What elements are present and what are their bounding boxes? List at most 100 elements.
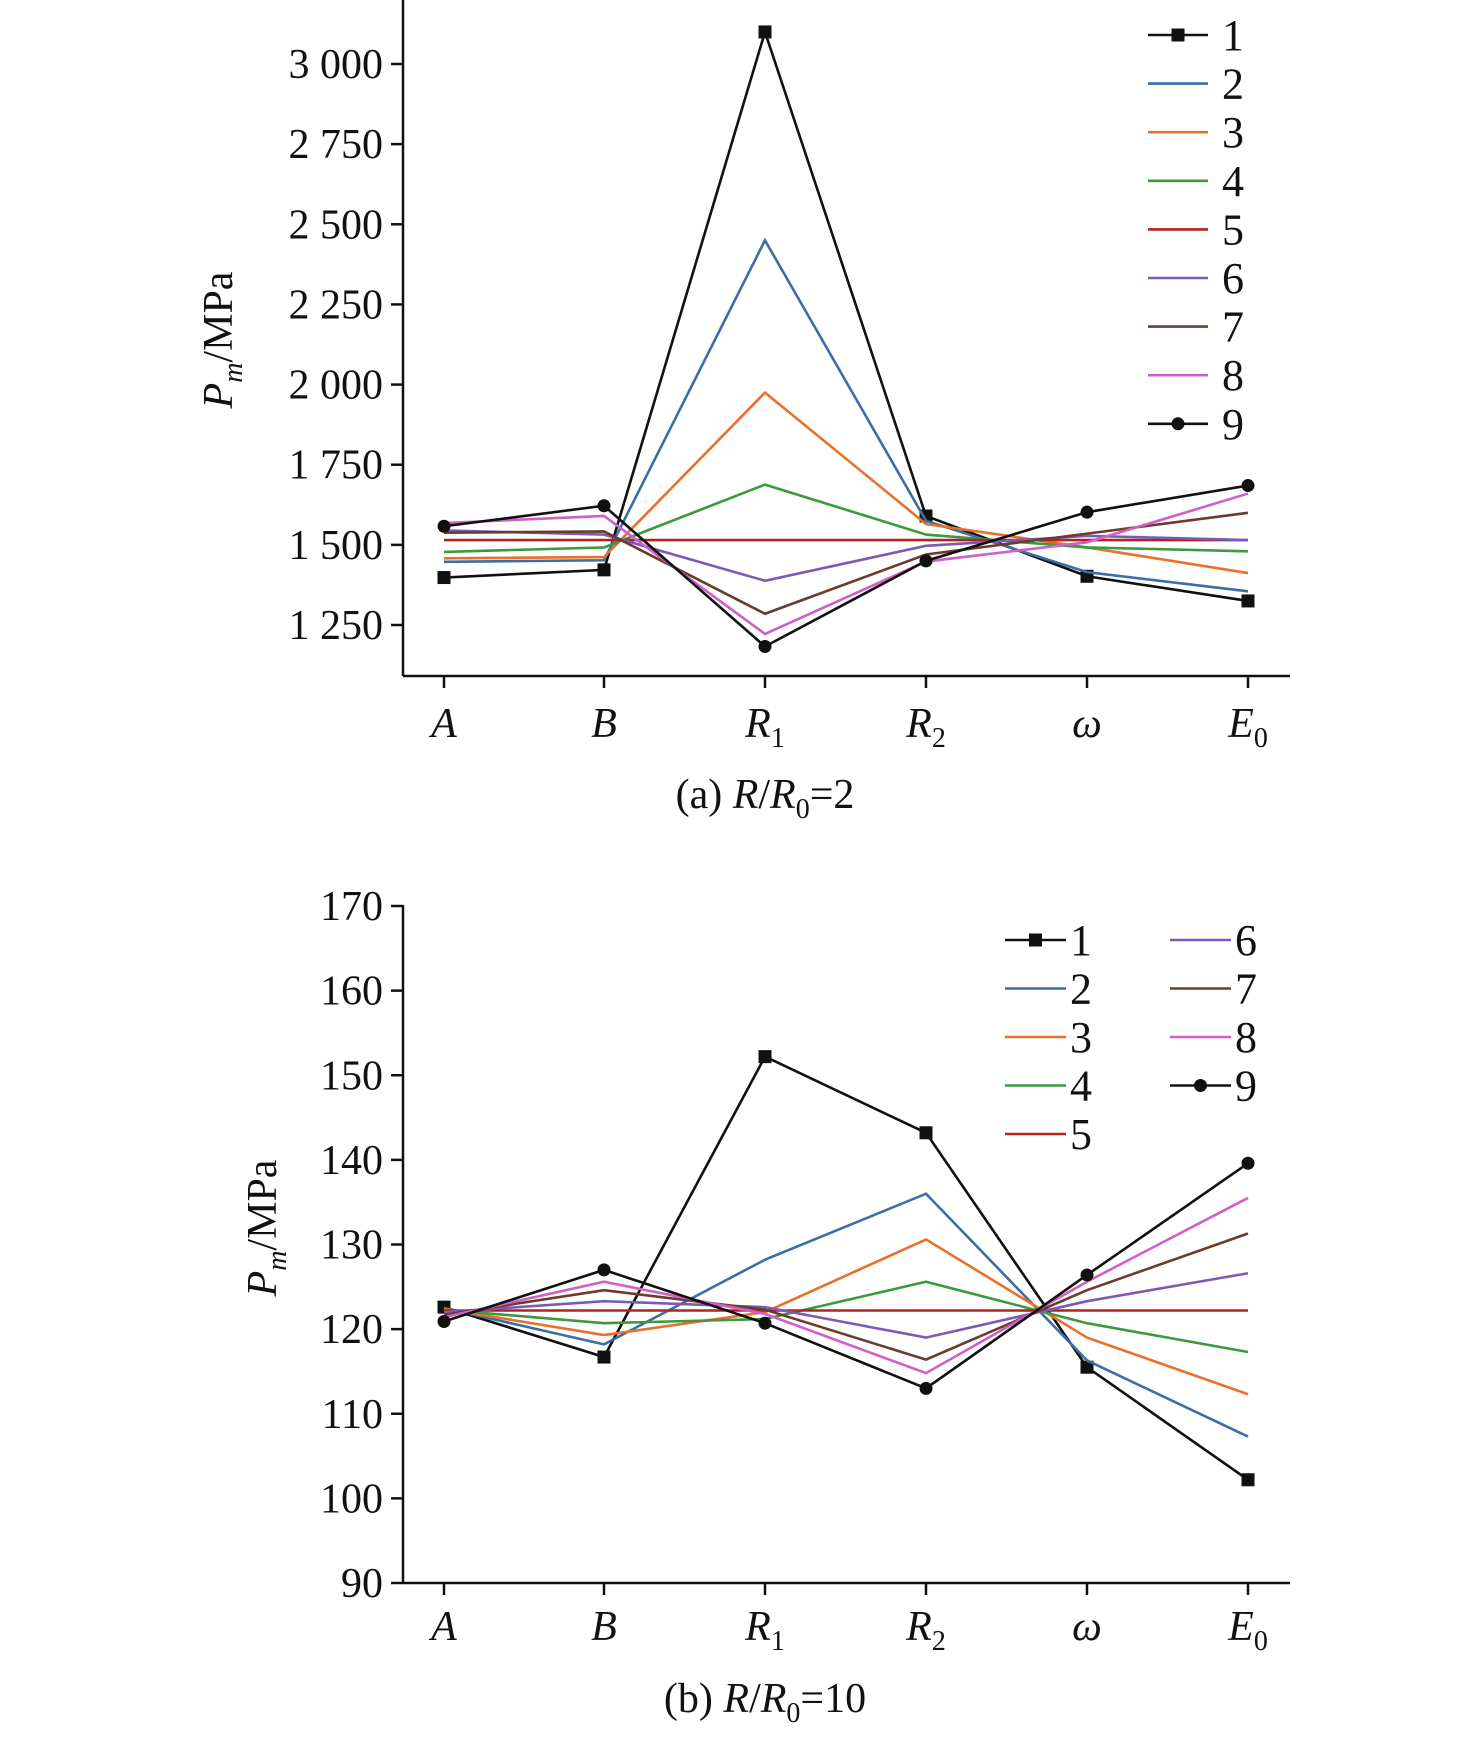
series-line-8 <box>443 492 1249 636</box>
data-point <box>437 519 451 533</box>
data-point <box>1080 1360 1094 1374</box>
y-tick-label: 1 250 <box>289 603 384 649</box>
y-tick-label: 110 <box>322 1392 383 1438</box>
series-7 <box>443 1232 1249 1361</box>
data-point <box>919 554 933 568</box>
series-line-3 <box>443 390 1249 575</box>
series-line-1 <box>443 27 1249 603</box>
data-point <box>758 1050 772 1064</box>
y-tick-label: 100 <box>320 1476 383 1522</box>
x-tick-label: E0 <box>1227 1604 1268 1657</box>
y-tick-label: 150 <box>320 1053 383 1099</box>
panel-caption: (b) R/R0=10 <box>664 1676 866 1729</box>
data-point <box>1241 1156 1255 1170</box>
legend-item-6: 6 <box>1148 254 1244 303</box>
chart-panel-b: 90 100 110 120 130 140 150 160 170 A B R1 R2 ω E0 Pm/MP… <box>240 884 1290 1729</box>
x-tick-label: B <box>591 701 617 747</box>
y-tick-label: 120 <box>320 1307 383 1353</box>
series-line-9 <box>443 484 1249 649</box>
legend-label: 7 <box>1235 965 1257 1014</box>
legend-item-7: 7 <box>1170 965 1257 1014</box>
series-line-6 <box>443 1271 1249 1339</box>
data-point <box>1241 1473 1255 1487</box>
series-line-7 <box>443 511 1249 616</box>
data-point <box>919 1381 933 1395</box>
legend-item-6: 6 <box>1170 916 1257 965</box>
legend-item-2: 2 <box>1148 60 1244 109</box>
y-tick-label: 140 <box>320 1138 383 1184</box>
series-3 <box>443 1237 1249 1396</box>
legend-marker <box>1171 417 1185 431</box>
legend-label: 8 <box>1235 1013 1257 1062</box>
data-point <box>919 1126 933 1140</box>
legend-label: 3 <box>1222 108 1244 157</box>
x-tick-label: R2 <box>905 701 946 754</box>
legend-label: 4 <box>1070 1062 1092 1111</box>
x-tick-label: R1 <box>744 701 785 754</box>
series-7 <box>443 511 1249 616</box>
legend-item-4: 4 <box>1005 1062 1092 1111</box>
series-line-3 <box>443 1237 1249 1396</box>
data-point <box>597 499 611 513</box>
series-2 <box>443 237 1249 593</box>
data-point <box>597 563 611 577</box>
legend-marker <box>1029 933 1042 947</box>
series-line-8 <box>443 1196 1249 1375</box>
x-tick-label: B <box>591 1604 617 1650</box>
series-6 <box>443 1271 1249 1339</box>
legend-item-5: 5 <box>1005 1110 1092 1159</box>
x-tick-label: R2 <box>905 1604 946 1657</box>
legend-item-7: 7 <box>1148 303 1244 352</box>
series-line-9 <box>443 1162 1249 1390</box>
legend-item-4: 4 <box>1148 157 1244 206</box>
data-point <box>1080 505 1094 519</box>
legend-label: 9 <box>1222 400 1244 449</box>
legend-item-1: 1 <box>1005 916 1092 965</box>
data-point <box>1241 594 1255 608</box>
series-line-4 <box>443 1280 1249 1354</box>
x-tick-label: R1 <box>744 1604 785 1657</box>
data-point <box>758 1316 772 1330</box>
y-tick-label: 2 000 <box>289 363 384 409</box>
series-2 <box>443 1192 1249 1438</box>
x-tick-label: E0 <box>1227 701 1268 754</box>
data-point <box>437 571 451 585</box>
series-4 <box>443 483 1249 554</box>
chart-panel-a: 1 250 1 500 1 750 2 000 2 250 2 500 2 750 3 000… <box>196 0 1290 825</box>
series-9 <box>437 1156 1255 1395</box>
legend-label: 3 <box>1070 1013 1092 1062</box>
data-point <box>758 25 772 39</box>
series-1 <box>437 25 1255 608</box>
legend-item-5: 5 <box>1148 205 1244 254</box>
legend-item-1: 1 <box>1148 11 1244 60</box>
legend-marker <box>1194 1079 1207 1092</box>
legend-item-8: 8 <box>1148 351 1244 400</box>
series-line-2 <box>443 237 1249 593</box>
y-tick-label: 160 <box>320 969 383 1015</box>
data-point <box>758 639 772 653</box>
series-line-6 <box>443 529 1249 583</box>
series-9 <box>437 479 1255 653</box>
y-tick-label: 2 500 <box>289 202 384 248</box>
legend-label: 2 <box>1070 965 1092 1014</box>
x-tick-label: ω <box>1072 1604 1102 1650</box>
legend-marker <box>1171 28 1185 42</box>
x-tick-label: ω <box>1072 701 1102 747</box>
legend-item-8: 8 <box>1170 1013 1257 1062</box>
series-line-1 <box>443 1054 1249 1481</box>
legend-label: 6 <box>1235 916 1257 965</box>
legend-label: 5 <box>1070 1110 1092 1159</box>
legend-item-9: 9 <box>1170 1062 1257 1111</box>
legend-item-9: 9 <box>1148 400 1244 449</box>
series-8 <box>443 492 1249 636</box>
series-line-4 <box>443 483 1249 554</box>
panel-caption: (a) R/R0=2 <box>676 772 855 825</box>
data-point <box>1241 479 1255 493</box>
y-tick-label: 130 <box>320 1223 383 1269</box>
y-axis-label: Pm/MPa <box>240 1159 293 1297</box>
legend-label: 7 <box>1222 303 1244 352</box>
legend-item-3: 3 <box>1148 108 1244 157</box>
